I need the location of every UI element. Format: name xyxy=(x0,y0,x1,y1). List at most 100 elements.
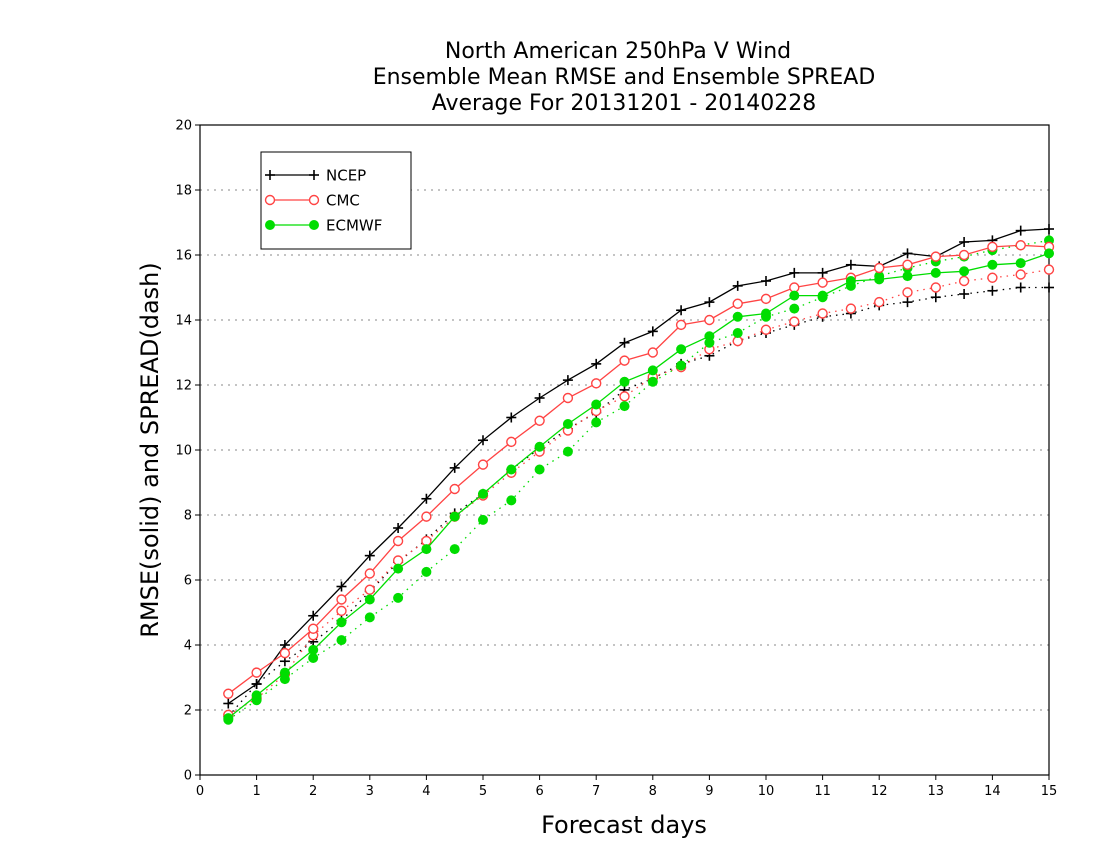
y-tick-label: 16 xyxy=(175,249,192,264)
data-point xyxy=(619,401,630,412)
data-point xyxy=(760,293,772,305)
data-point xyxy=(279,647,291,659)
data-point xyxy=(1015,240,1026,251)
data-point xyxy=(704,297,715,308)
series-line xyxy=(227,244,1050,695)
x-tick-label: 11 xyxy=(814,784,831,799)
title-line-2: Ensemble Mean RMSE and Ensemble SPREAD xyxy=(373,65,876,90)
y-tick-label: 6 xyxy=(184,574,192,589)
data-point xyxy=(817,308,828,319)
data-point xyxy=(676,305,687,316)
data-point xyxy=(930,267,941,278)
data-point xyxy=(959,266,970,277)
data-point xyxy=(902,259,913,270)
x-tick-label: 7 xyxy=(592,784,600,799)
data-point xyxy=(902,271,913,282)
data-point xyxy=(732,311,743,322)
data-point xyxy=(1043,264,1055,275)
data-point xyxy=(959,237,970,247)
y-tick-label: 2 xyxy=(184,704,192,719)
data-point xyxy=(647,365,658,376)
y-axis-label: RMSE(solid) and SPREAD(dash) xyxy=(136,262,164,638)
data-point xyxy=(987,285,998,296)
data-point xyxy=(704,331,715,342)
data-point xyxy=(761,308,771,319)
x-tick-label: 3 xyxy=(366,784,374,799)
data-point xyxy=(930,282,941,293)
data-point xyxy=(336,617,347,628)
data-point xyxy=(223,713,234,724)
data-point xyxy=(647,326,658,337)
y-tick-label: 10 xyxy=(175,444,192,459)
data-point xyxy=(902,297,913,308)
data-point xyxy=(761,276,771,286)
data-point xyxy=(987,241,998,253)
series-line xyxy=(227,228,1050,705)
data-point xyxy=(676,360,687,371)
y-tick-label: 20 xyxy=(175,119,192,134)
data-point xyxy=(308,644,319,655)
legend: NCEP CMC ECMWF xyxy=(260,151,412,250)
data-point xyxy=(789,290,800,301)
data-point xyxy=(732,328,743,338)
series-line xyxy=(227,239,1050,721)
data-point xyxy=(562,375,573,386)
data-point xyxy=(336,605,347,617)
data-point xyxy=(1044,248,1054,259)
data-point xyxy=(902,287,913,298)
data-point xyxy=(251,690,262,701)
data-point xyxy=(506,464,517,475)
data-point xyxy=(760,324,772,335)
data-point xyxy=(958,275,970,287)
data-point xyxy=(874,274,885,285)
data-point xyxy=(534,441,545,452)
data-point xyxy=(930,292,941,303)
data-point xyxy=(874,262,885,274)
data-point xyxy=(421,566,432,577)
data-point xyxy=(506,495,517,506)
data-point xyxy=(675,319,687,331)
legend-marker xyxy=(265,220,275,230)
data-point xyxy=(478,514,488,525)
data-point xyxy=(336,581,347,592)
data-point xyxy=(1015,225,1026,236)
data-point xyxy=(251,667,262,678)
data-point xyxy=(619,376,630,387)
data-point xyxy=(223,698,234,709)
data-point xyxy=(421,493,432,504)
x-tick-label: 6 xyxy=(535,784,543,799)
data-point xyxy=(449,511,460,522)
y-tick-label: 18 xyxy=(175,184,192,199)
data-point xyxy=(223,688,234,699)
data-point xyxy=(393,563,404,574)
data-point xyxy=(987,259,998,270)
legend-marker xyxy=(309,170,319,180)
data-point xyxy=(506,436,517,448)
data-point xyxy=(534,393,545,403)
data-point xyxy=(308,610,319,621)
data-point xyxy=(647,347,658,358)
data-point xyxy=(279,667,290,678)
x-axis-label: Forecast days xyxy=(541,811,707,839)
data-point xyxy=(478,488,488,499)
data-point xyxy=(732,298,743,309)
data-point xyxy=(817,277,828,288)
data-point xyxy=(336,594,347,605)
series-ecmwf-dotted xyxy=(223,235,1054,725)
data-point xyxy=(364,612,375,623)
data-point xyxy=(619,391,630,402)
series-cmc-solid xyxy=(223,240,1055,699)
legend-entry: CMC xyxy=(264,192,360,210)
data-point xyxy=(647,376,658,387)
data-point xyxy=(845,259,856,270)
data-point xyxy=(562,392,574,404)
data-point xyxy=(930,251,941,262)
data-point xyxy=(308,653,319,663)
data-point xyxy=(364,594,375,605)
data-point xyxy=(987,272,998,283)
y-tick-label: 0 xyxy=(184,769,192,784)
x-tick-label: 13 xyxy=(928,784,945,799)
data-point xyxy=(336,635,347,646)
data-point xyxy=(732,280,743,291)
data-point xyxy=(789,267,800,278)
